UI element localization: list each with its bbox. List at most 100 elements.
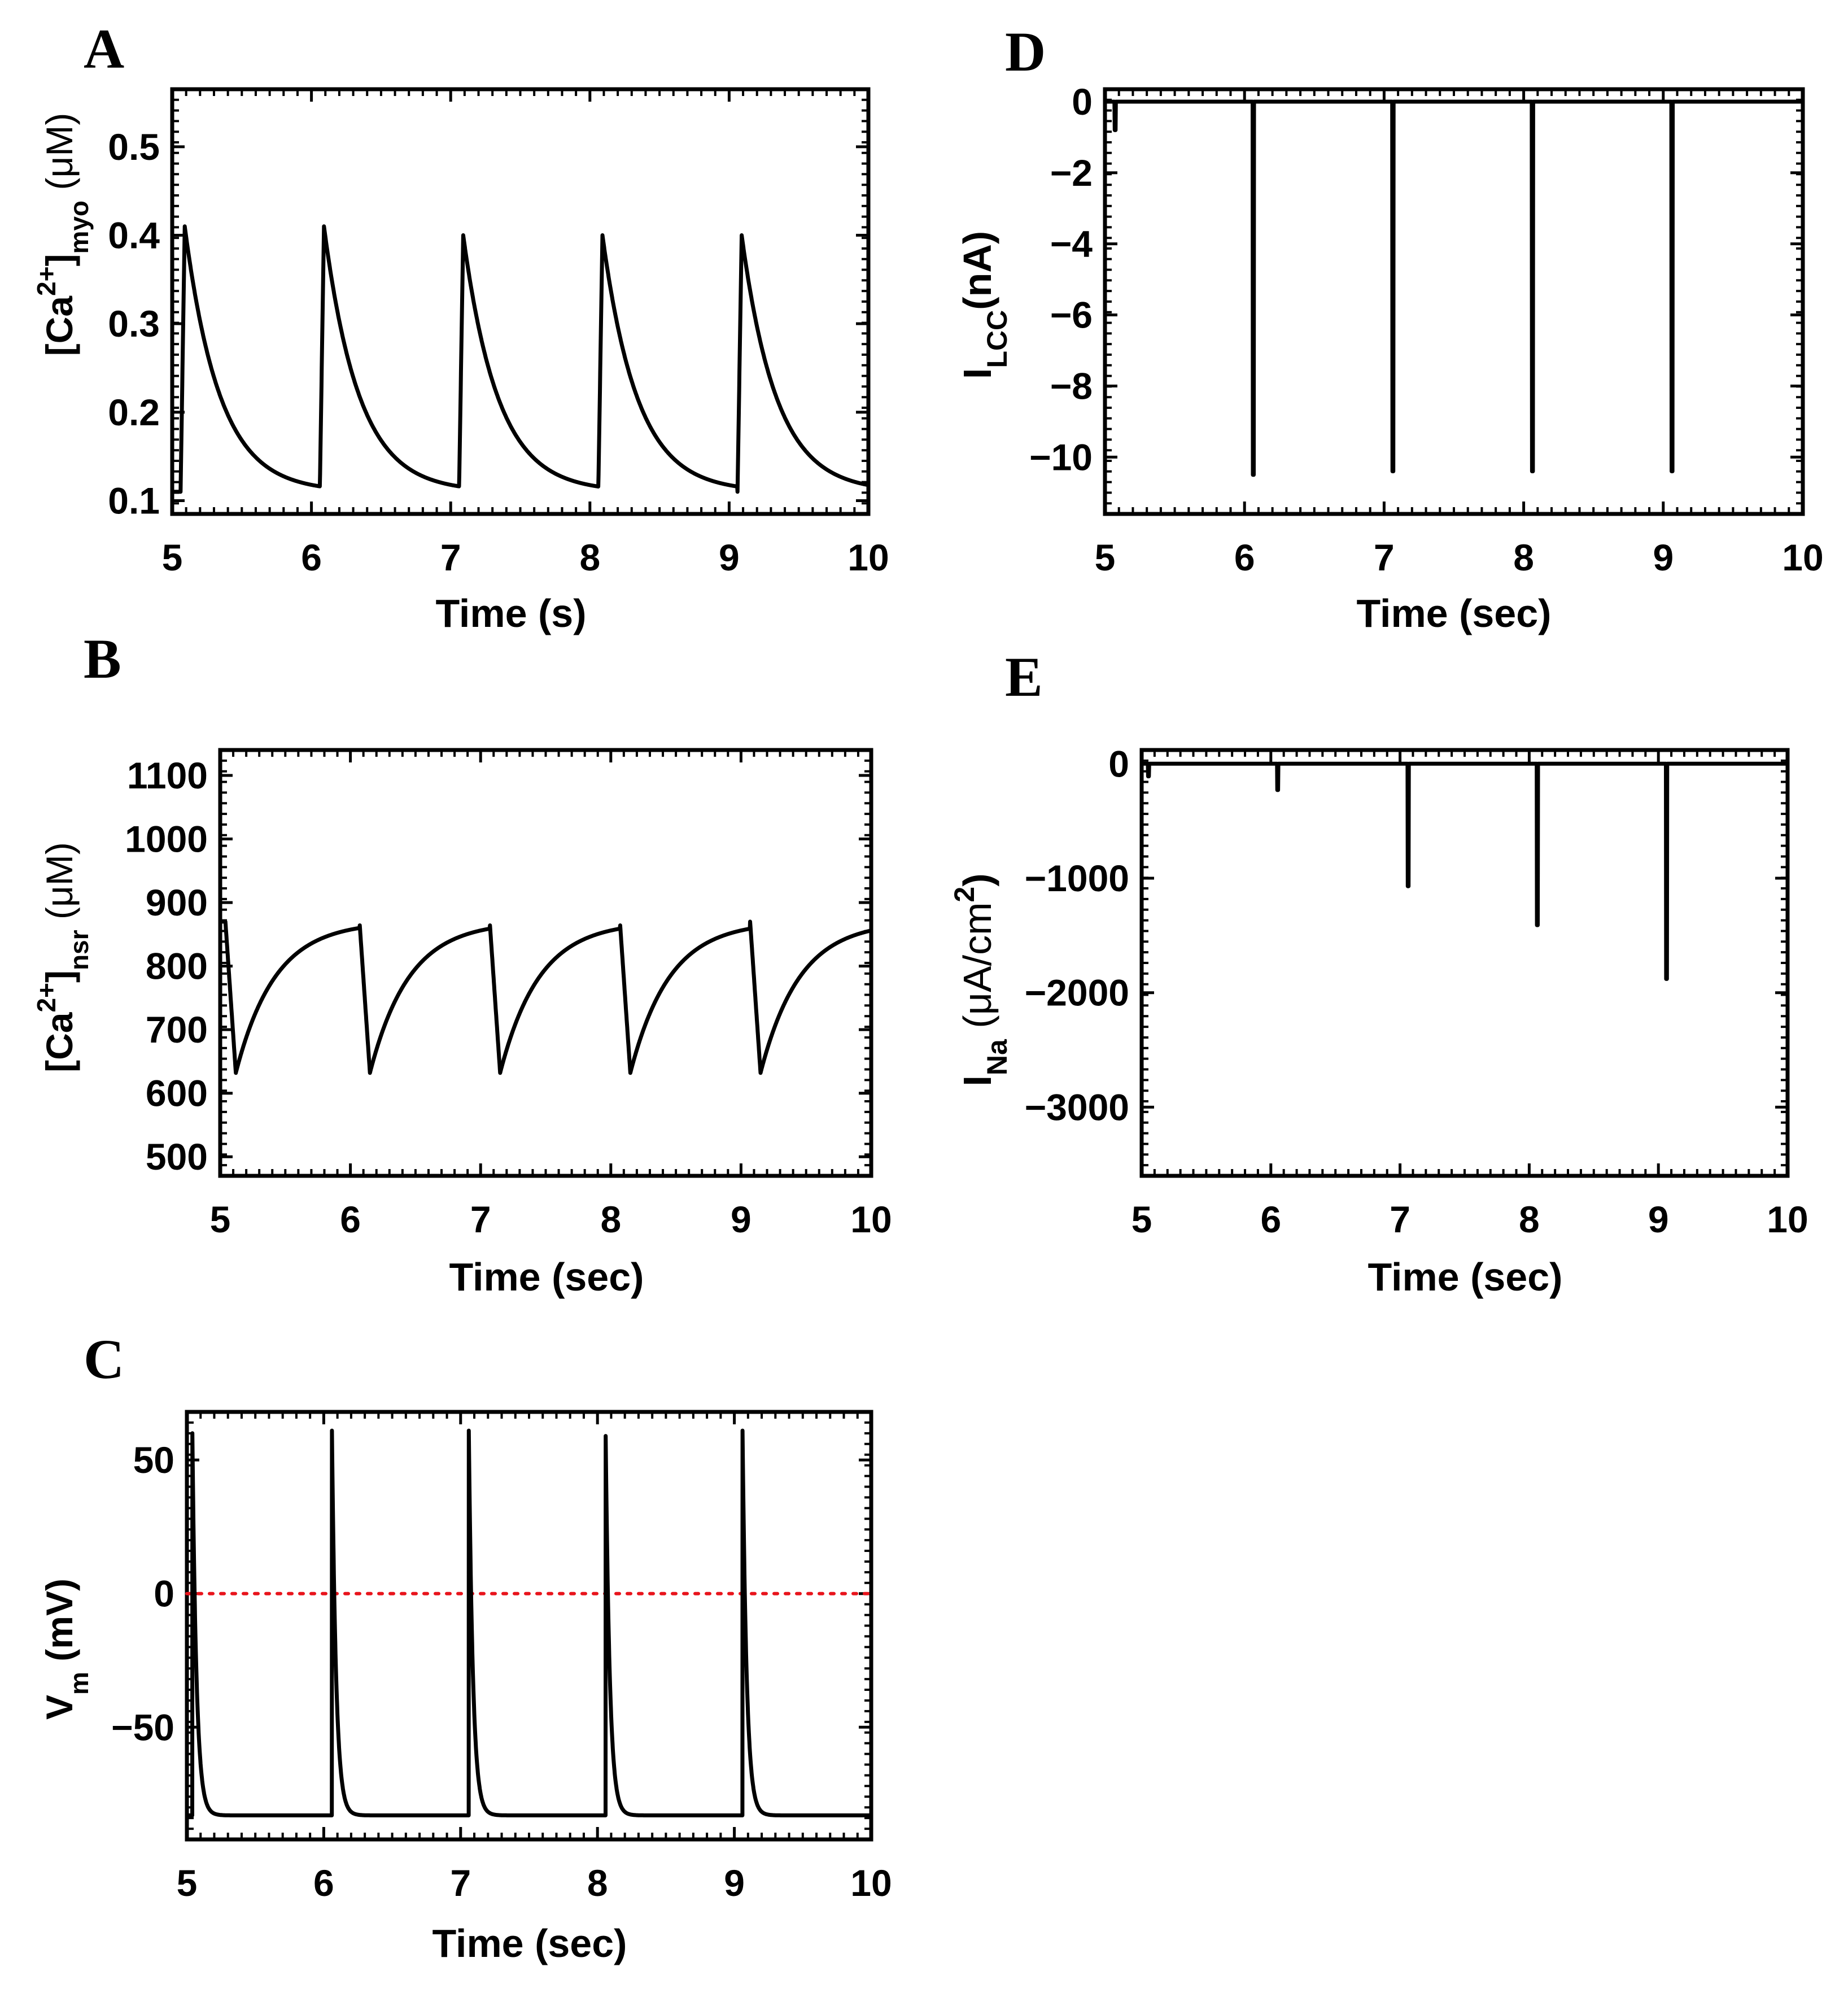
- x-tick-label: 7: [1374, 537, 1395, 578]
- x-tick-label: 8: [587, 1862, 608, 1904]
- x-tick-label: 10: [1767, 1198, 1808, 1240]
- x-tick-label: 8: [1519, 1198, 1540, 1240]
- y-tick-labels: 500 600 700 800 900 1000 1100: [125, 755, 208, 1178]
- y-tick-label: −10: [1029, 436, 1093, 478]
- series-line: [1142, 761, 1788, 981]
- y-axis-label: ILCC(nA): [955, 231, 1013, 379]
- y-tick-label: −6: [1050, 294, 1093, 336]
- y-tick-labels: −10 −8 −6 −4 −2 0: [1029, 81, 1093, 478]
- x-tick-label: 7: [450, 1862, 471, 1904]
- plot-area: [218, 748, 873, 1178]
- panel-a: A [Ca2+]myo (μM) Time (s) 5 6 7 8 9 10 0…: [32, 18, 889, 635]
- panel-label: A: [84, 18, 124, 80]
- y-tick-label: 0.1: [108, 480, 160, 522]
- y-tick-label: 800: [146, 945, 208, 987]
- svg-text:Vm (mV): Vm (mV): [38, 1579, 94, 1720]
- y-tick-label: 0.2: [108, 391, 160, 433]
- y-tick-label: −50: [111, 1706, 174, 1748]
- plot-area: [185, 1410, 873, 1842]
- y-axis-label: [Ca2+]myo (μM): [32, 113, 94, 356]
- y-tick-labels: −3000 −2000 −1000 0: [1025, 743, 1129, 1128]
- y-tick-label: 1000: [125, 818, 208, 860]
- x-tick-label: 10: [850, 1862, 892, 1904]
- panel-label: E: [1005, 646, 1043, 708]
- x-tick-label: 9: [719, 537, 740, 578]
- plot-area: [170, 87, 871, 516]
- series-line: [171, 224, 870, 494]
- y-tick-label: 900: [146, 882, 208, 923]
- panel-e: E INa (μA/cm2) Time (sec) 5 6 7 8 9 10 −…: [949, 646, 1808, 1299]
- x-tick-label: 5: [1095, 537, 1116, 578]
- x-axis-label: Time (sec): [432, 1921, 627, 1965]
- panel-c: C Vm (mV) Time (sec) 5 6 7 8 9 10 −50 0 …: [38, 1328, 892, 1965]
- y-tick-label: 1100: [127, 755, 208, 796]
- y-tick-label: 0: [154, 1573, 174, 1615]
- y-tick-label: −4: [1050, 223, 1093, 265]
- y-tick-labels: −50 0 50: [111, 1439, 174, 1748]
- x-tick-label: 7: [470, 1198, 491, 1240]
- y-tick-label: 50: [133, 1439, 174, 1481]
- y-tick-label: 0: [1108, 743, 1129, 784]
- panel-label: C: [84, 1328, 124, 1390]
- series-line: [219, 919, 873, 1075]
- x-tick-label: 9: [1653, 537, 1674, 578]
- x-tick-label: 5: [177, 1862, 198, 1904]
- svg-text:[Ca2+]myo (μM): [Ca2+]myo (μM): [32, 113, 94, 356]
- x-tick-labels: 5 6 7 8 9 10: [210, 1198, 892, 1240]
- x-tick-label: 7: [440, 537, 461, 578]
- x-tick-label: 8: [579, 537, 600, 578]
- panel-b: B [Ca2+]nsr (μM) Time (sec) 5 6 7 8 9 10…: [32, 627, 892, 1299]
- x-axis-label: Time (sec): [1368, 1255, 1563, 1299]
- panel-d: D ILCC(nA) Time (sec) 5 6 7 8 9 10 −10 −…: [955, 20, 1824, 635]
- y-tick-label: 600: [146, 1072, 208, 1114]
- y-tick-label: 0: [1072, 81, 1093, 123]
- y-tick-label: 0.5: [108, 126, 160, 168]
- x-tick-label: 7: [1390, 1198, 1410, 1240]
- svg-text:INa (μA/cm2): INa (μA/cm2): [949, 873, 1013, 1086]
- x-axis-label: Time (sec): [1357, 591, 1552, 635]
- x-tick-label: 5: [210, 1198, 231, 1240]
- x-tick-label: 6: [301, 537, 322, 578]
- x-tick-label: 6: [1234, 537, 1255, 578]
- x-tick-labels: 5 6 7 8 9 10: [1131, 1198, 1808, 1240]
- y-tick-label: 500: [146, 1136, 208, 1178]
- plot-area: [1139, 748, 1790, 1178]
- y-axis-label: [Ca2+]nsr (μM): [32, 842, 94, 1072]
- svg-text:ILCC(nA): ILCC(nA): [955, 231, 1013, 379]
- y-tick-label: −2: [1050, 152, 1093, 194]
- y-tick-labels: 0.1 0.2 0.3 0.4 0.5: [108, 126, 160, 522]
- x-tick-label: 6: [340, 1198, 361, 1240]
- svg-text:[Ca2+]nsr (μM): [Ca2+]nsr (μM): [32, 842, 94, 1072]
- plot-area: [1103, 87, 1805, 516]
- x-tick-label: 9: [1648, 1198, 1669, 1240]
- y-axis-label: Vm (mV): [38, 1579, 94, 1720]
- x-tick-label: 8: [1513, 537, 1534, 578]
- series-line: [1105, 99, 1803, 477]
- x-tick-label: 5: [162, 537, 183, 578]
- series-line: [187, 1428, 871, 1817]
- x-tick-label: 9: [731, 1198, 752, 1240]
- x-tick-label: 5: [1131, 1198, 1152, 1240]
- x-tick-labels: 5 6 7 8 9 10: [162, 537, 889, 578]
- y-tick-label: −8: [1050, 365, 1093, 407]
- x-tick-label: 10: [1782, 537, 1823, 578]
- x-tick-labels: 5 6 7 8 9 10: [177, 1862, 892, 1904]
- x-tick-labels: 5 6 7 8 9 10: [1095, 537, 1824, 578]
- panel-label: D: [1005, 20, 1046, 83]
- y-axis-label: INa (μA/cm2): [949, 873, 1013, 1086]
- y-tick-label: 0.4: [108, 215, 160, 256]
- y-tick-label: −1000: [1025, 857, 1129, 899]
- x-tick-label: 6: [313, 1862, 334, 1904]
- x-tick-label: 10: [847, 537, 889, 578]
- x-axis-label: Time (s): [435, 591, 586, 635]
- x-axis-label: Time (sec): [449, 1255, 644, 1299]
- x-tick-label: 9: [724, 1862, 745, 1904]
- y-tick-label: 700: [146, 1009, 208, 1050]
- x-tick-label: 8: [600, 1198, 621, 1240]
- x-tick-label: 10: [850, 1198, 892, 1240]
- y-tick-label: −3000: [1025, 1086, 1129, 1128]
- y-tick-label: −2000: [1025, 972, 1129, 1014]
- x-tick-label: 6: [1260, 1198, 1281, 1240]
